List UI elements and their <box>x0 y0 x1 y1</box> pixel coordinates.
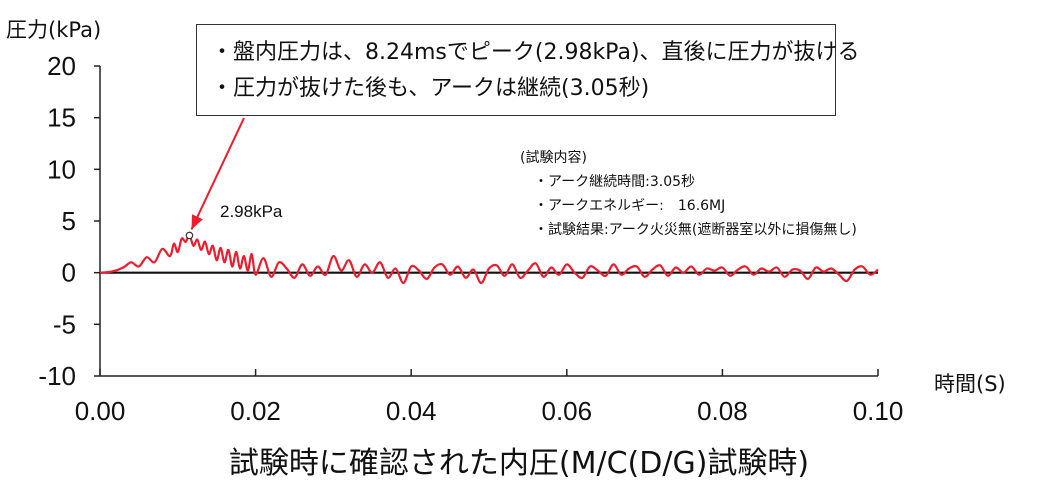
x-tick-label: 0.04 <box>386 396 437 426</box>
callout-line-1: ・盤内圧力は、8.24msでピーク(2.98kPa)、直後に圧力が抜ける <box>211 40 860 65</box>
pressure-series-line <box>99 234 879 285</box>
x-axis-label: 時間(S) <box>934 372 1006 396</box>
condition-item: ・試験結果:アーク火災無(遮断器室以外に損傷無し) <box>534 222 857 238</box>
peak-marker <box>185 231 194 240</box>
y-tick-labels: 20 15 10 5 0 -5 -10 <box>38 51 76 391</box>
y-tick-label: 20 <box>47 51 76 81</box>
y-tick-label: -10 <box>38 361 76 391</box>
y-tick-label: 10 <box>47 154 76 184</box>
conditions-heading: (試験内容) <box>520 150 587 166</box>
callout-box: ・盤内圧力は、8.24msでピーク(2.98kPa)、直後に圧力が抜ける ・圧力… <box>196 24 860 116</box>
test-conditions: (試験内容) ・アーク継続時間:3.05秒 ・アークエネルギー: 16.6MJ … <box>520 146 857 242</box>
condition-item: ・アーク継続時間:3.05秒 <box>534 174 696 190</box>
condition-item: ・アークエネルギー: 16.6MJ <box>534 198 726 214</box>
peak-label: 2.98kPa <box>220 202 283 221</box>
x-tick-label: 0.10 <box>853 396 904 426</box>
arrow-shaft <box>190 117 245 230</box>
x-tick-label: 0.08 <box>697 396 748 426</box>
x-tick-label: 0.02 <box>230 396 281 426</box>
series-group <box>99 231 879 285</box>
axes <box>94 65 879 377</box>
arrow-head <box>191 214 203 230</box>
y-tick-label: -5 <box>53 309 76 339</box>
y-tick-label: 5 <box>62 206 76 236</box>
x-tick-labels: 0.00 0.02 0.04 0.06 0.08 0.10 <box>75 396 904 426</box>
y-tick-label: 0 <box>62 258 76 288</box>
x-tick-label: 0.06 <box>541 396 592 426</box>
x-tick-label: 0.00 <box>75 396 126 426</box>
chart-caption: 試験時に確認された内圧(M/C(D/G)試験時) <box>228 446 810 481</box>
y-tick-label: 15 <box>47 103 76 133</box>
callout-line-2: ・圧力が抜けた後も、アークは継続(3.05秒) <box>211 76 650 101</box>
annotation-arrow <box>190 117 245 230</box>
y-axis-label: 圧力(kPa) <box>6 18 102 42</box>
